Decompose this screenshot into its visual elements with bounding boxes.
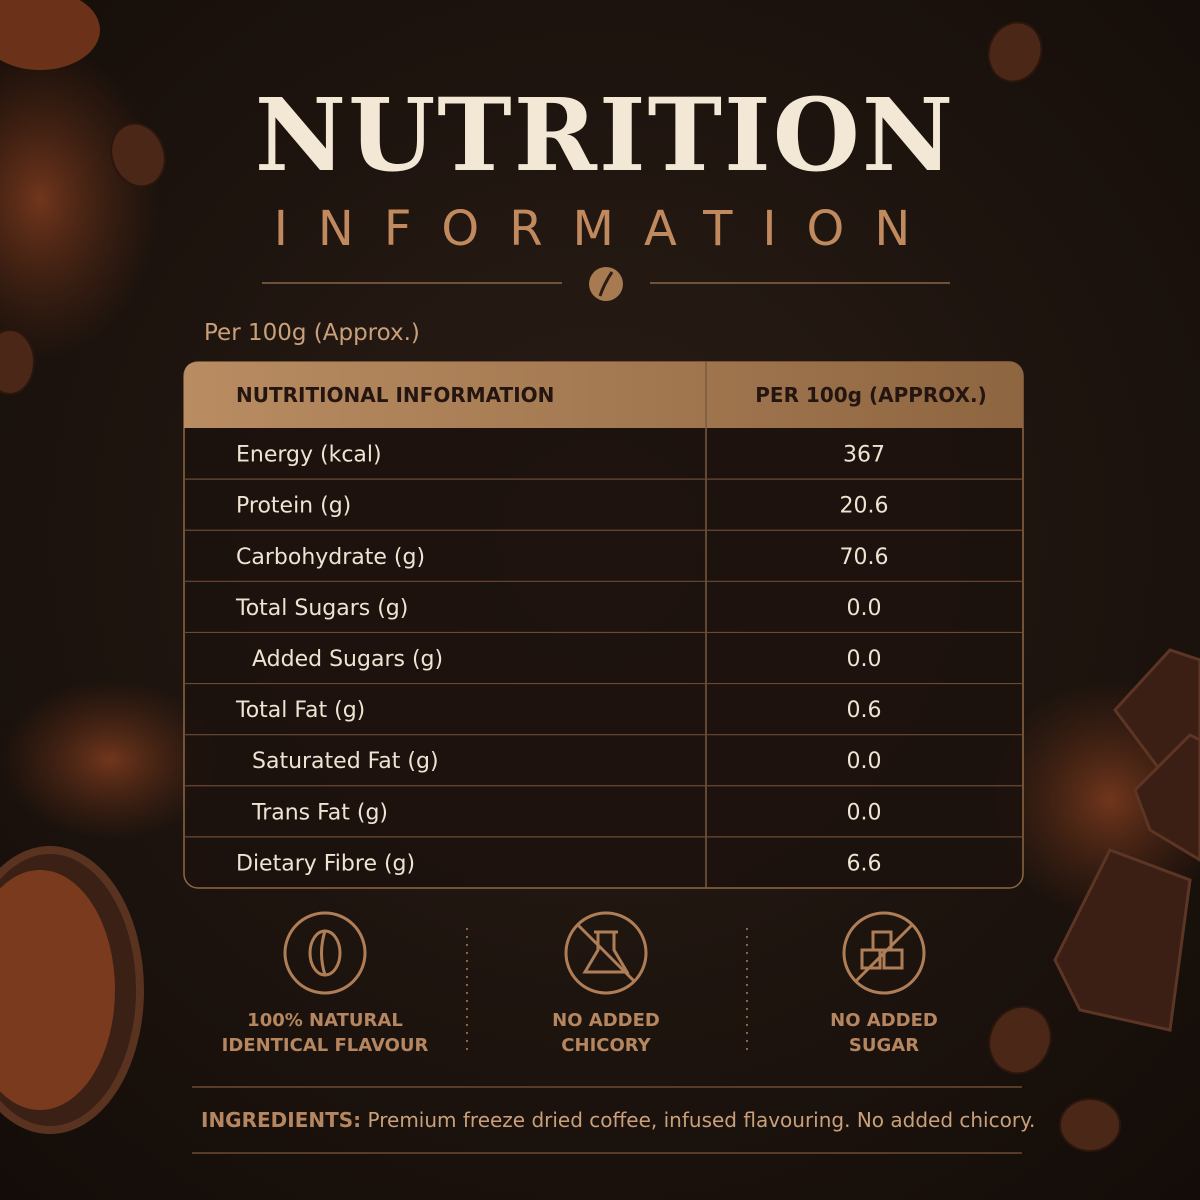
divider-icon-mark	[598, 271, 614, 297]
nutrient-name: Dietary Fibre (g)	[236, 851, 415, 876]
title: NUTRITION	[255, 76, 956, 194]
nutrient-value: 0.0	[847, 800, 882, 825]
nutrient-value: 70.6	[840, 545, 889, 570]
column-header: NUTRITIONAL INFORMATION	[236, 383, 554, 407]
badges: 100% NATURAL IDENTICAL FLAVOUR NO ADDED CHI…	[222, 911, 938, 1056]
ingredients: INGREDIENTS: Premium freeze dried coffee…	[201, 1108, 1035, 1132]
badge-label: NO ADDED	[830, 1010, 938, 1031]
nutrient-value: 20.6	[840, 494, 889, 519]
nutrient-name: Saturated Fat (g)	[252, 749, 439, 774]
column-header: PER 100g (APPROX.)	[755, 383, 987, 407]
serving-note: Per 100g (Approx.)	[204, 320, 420, 346]
badge-label: CHICORY	[561, 1035, 651, 1056]
nutrition-table: NUTRITIONAL INFORMATION PER 100g (APPROX…	[183, 361, 1024, 889]
nutrient-value: 0.6	[847, 698, 882, 723]
decorations	[0, 0, 1200, 1152]
ingredients-text: Premium freeze dried coffee, infused fla…	[368, 1108, 1036, 1132]
ingredients-label: INGREDIENTS:	[201, 1108, 361, 1132]
badge-label: IDENTICAL FLAVOUR	[222, 1035, 429, 1056]
nutrient-name: Carbohydrate (g)	[236, 545, 425, 570]
nutrient-name: Trans Fat (g)	[251, 800, 388, 825]
nutrient-name: Added Sugars (g)	[252, 647, 443, 672]
badge-label: SUGAR	[849, 1035, 919, 1056]
badge-label: NO ADDED	[552, 1010, 660, 1031]
nutrient-value: 367	[843, 443, 885, 468]
nutrient-value: 0.0	[847, 647, 882, 672]
nutrient-name: Total Sugars (g)	[235, 596, 408, 621]
subtitle: INFORMATION	[274, 201, 941, 257]
badge-label: 100% NATURAL	[247, 1010, 403, 1031]
nutrient-value: 6.6	[847, 851, 882, 876]
nutrient-name: Protein (g)	[236, 494, 351, 519]
nutrient-value: 0.0	[847, 749, 882, 774]
nutrient-value: 0.0	[847, 596, 882, 621]
nutrient-name: Energy (kcal)	[236, 443, 382, 468]
nutrient-name: Total Fat (g)	[235, 698, 365, 723]
